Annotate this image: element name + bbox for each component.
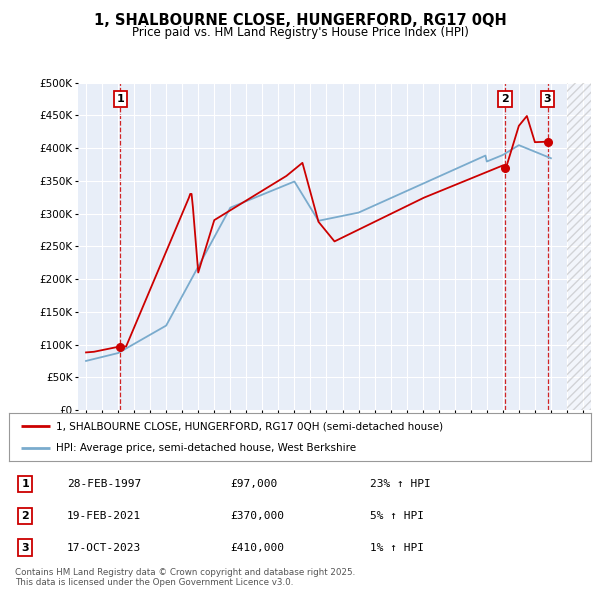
Text: 1, SHALBOURNE CLOSE, HUNGERFORD, RG17 0QH: 1, SHALBOURNE CLOSE, HUNGERFORD, RG17 0Q… [94,13,506,28]
Text: 3: 3 [544,94,551,104]
Text: 1% ↑ HPI: 1% ↑ HPI [370,543,424,553]
Text: 19-FEB-2021: 19-FEB-2021 [67,511,142,521]
Text: £410,000: £410,000 [230,543,284,553]
Text: 3: 3 [22,543,29,553]
Text: Contains HM Land Registry data © Crown copyright and database right 2025.
This d: Contains HM Land Registry data © Crown c… [15,568,355,587]
Text: 2: 2 [501,94,509,104]
Text: 5% ↑ HPI: 5% ↑ HPI [370,511,424,521]
Text: Price paid vs. HM Land Registry's House Price Index (HPI): Price paid vs. HM Land Registry's House … [131,26,469,39]
Text: £370,000: £370,000 [230,511,284,521]
Text: 23% ↑ HPI: 23% ↑ HPI [370,479,431,489]
Text: £97,000: £97,000 [230,479,277,489]
Text: 1, SHALBOURNE CLOSE, HUNGERFORD, RG17 0QH (semi-detached house): 1, SHALBOURNE CLOSE, HUNGERFORD, RG17 0Q… [56,421,443,431]
Bar [567,83,591,410]
Text: 17-OCT-2023: 17-OCT-2023 [67,543,142,553]
Text: 2: 2 [22,511,29,521]
Text: 1: 1 [22,479,29,489]
Text: 28-FEB-1997: 28-FEB-1997 [67,479,142,489]
Text: 1: 1 [116,94,124,104]
Text: HPI: Average price, semi-detached house, West Berkshire: HPI: Average price, semi-detached house,… [56,443,356,453]
